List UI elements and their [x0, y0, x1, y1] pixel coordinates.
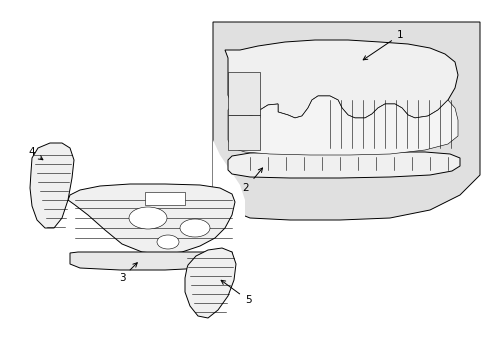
Polygon shape	[227, 96, 457, 155]
Ellipse shape	[157, 235, 179, 249]
Text: 4: 4	[29, 147, 43, 160]
Text: 2: 2	[242, 168, 262, 193]
Polygon shape	[145, 192, 184, 205]
Polygon shape	[68, 184, 235, 254]
Text: 3: 3	[119, 263, 137, 283]
Text: 1: 1	[363, 30, 403, 60]
Polygon shape	[224, 40, 457, 118]
Polygon shape	[184, 248, 236, 318]
Ellipse shape	[129, 207, 167, 229]
Polygon shape	[30, 143, 74, 228]
Polygon shape	[227, 152, 459, 178]
Polygon shape	[213, 130, 244, 218]
Ellipse shape	[180, 219, 209, 237]
Polygon shape	[227, 72, 260, 115]
Text: 5: 5	[221, 280, 251, 305]
Polygon shape	[213, 22, 479, 220]
Polygon shape	[70, 252, 231, 270]
Polygon shape	[227, 115, 260, 150]
